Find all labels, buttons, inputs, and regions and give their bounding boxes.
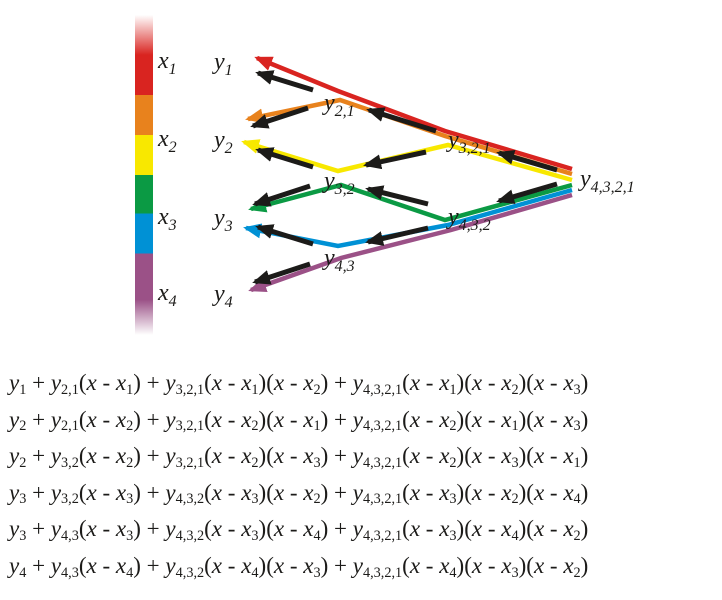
y3-node-label: y3	[212, 205, 233, 235]
color-scale-bar	[135, 15, 153, 335]
flow-arrow-y321-y32	[363, 149, 427, 170]
x2-label: x2	[157, 126, 177, 156]
y21-node-label: y2,1	[322, 90, 355, 120]
y432-node-label: y4,3,2	[446, 204, 491, 234]
flow-arrow-y32-y3	[252, 183, 311, 207]
flow-arrow-y43-y3	[255, 224, 314, 247]
formula-row-4: y3 + y3,2(x - x3) + y4,3,2(x - x3)(x - x…	[9, 479, 589, 508]
flow-arrow-y21-y2	[250, 105, 309, 129]
formula-row-3: y2 + y3,2(x - x2) + y3,2,1(x - x2)(x - x…	[9, 443, 589, 471]
y4321-node-label: y4,3,2,1	[578, 166, 635, 196]
y4-node-label: y4	[212, 281, 233, 311]
y321-node-label: y3,2,1	[446, 127, 491, 157]
x3-label: x3	[157, 204, 177, 234]
y1-node-label: y1	[212, 49, 233, 79]
formula-row-2: y2 + y2,1(x - x2) + y3,2,1(x - x2)(x - x…	[9, 406, 589, 435]
flow-arrow-y321-y21	[366, 107, 437, 134]
x1-label: x1	[157, 48, 177, 78]
colored-paths	[241, 55, 573, 293]
path-red-to-y1	[254, 55, 573, 172]
y32-node-label: y3,2	[322, 168, 355, 198]
neville-diagram: x1 x2 x3 x4 y1 y2 y3 y4 y2,1 y3,2 y4,3 y…	[135, 15, 635, 335]
interpolation-formulas: y1 + y2,1(x - x1) + y3,2,1(x - x1)(x - x…	[9, 365, 588, 585]
flow-arrow-y32-y2	[255, 147, 314, 170]
flow-arrow-y43-y4	[252, 261, 311, 285]
flow-arrow-y21-y1	[255, 70, 314, 93]
flow-arrow-y4321-y432	[496, 181, 558, 204]
x4-label: x4	[157, 280, 177, 310]
path-purple-to-y4	[248, 192, 573, 293]
node-labels: x1 x2 x3 x4 y1 y2 y3 y4 y2,1 y3,2 y4,3 y…	[157, 48, 635, 311]
y2-node-label: y2	[212, 127, 233, 157]
flow-arrows	[250, 70, 558, 285]
formula-row-5: y3 + y4,3(x - x3) + y4,3,2(x - x3)(x - x…	[9, 516, 589, 544]
formula-row-1: y1 + y2,1(x - x1) + y3,2,1(x - x1)(x - x…	[9, 370, 589, 398]
flow-arrow-y432-y32	[365, 185, 429, 207]
formula-row-6: y4 + y4,3(x - x4) + y4,3,2(x - x4)(x - x…	[9, 552, 589, 581]
flow-arrow-y432-y43	[365, 225, 429, 246]
y43-node-label: y4,3	[322, 245, 355, 275]
flow-arrow-y4321-y321	[496, 150, 558, 173]
